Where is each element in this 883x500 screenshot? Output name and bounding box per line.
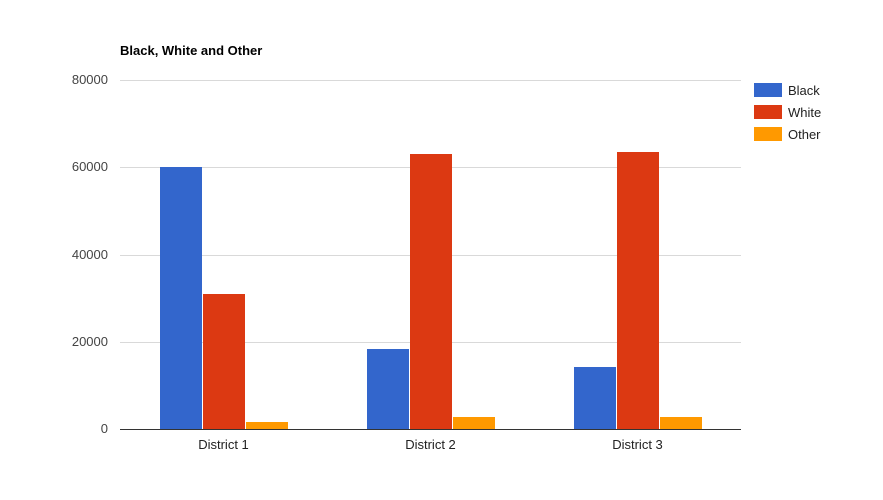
bar-black-3[interactable]	[573, 367, 616, 429]
bar-white-3[interactable]	[616, 151, 659, 429]
bar-black-2[interactable]	[366, 349, 409, 429]
legend-item-white[interactable]: White	[754, 101, 821, 123]
bar-white-1[interactable]	[202, 293, 245, 429]
y-tick-label: 60000	[71, 159, 108, 175]
y-tick-label: 40000	[71, 246, 108, 262]
legend-item-other[interactable]: Other	[754, 123, 821, 145]
legend-swatch-icon	[754, 105, 782, 119]
plot-area	[120, 80, 741, 430]
gridline	[120, 80, 741, 81]
bar-black-1[interactable]	[159, 167, 202, 429]
x-tick-label: District 2	[405, 437, 456, 452]
legend-swatch-icon	[754, 127, 782, 141]
x-axis-line	[120, 429, 741, 430]
legend-label: Black	[788, 82, 820, 98]
x-tick-label: District 1	[198, 437, 249, 452]
bar-other-3[interactable]	[659, 417, 702, 429]
legend: Black White Other	[754, 79, 821, 145]
legend-item-black[interactable]: Black	[754, 79, 821, 101]
legend-label: Other	[788, 126, 821, 142]
bar-other-1[interactable]	[245, 422, 288, 429]
y-tick-label: 20000	[71, 333, 108, 349]
legend-label: White	[788, 104, 822, 120]
bar-other-2[interactable]	[452, 417, 495, 429]
chart-title: Black, White and Other	[120, 43, 263, 58]
bar-white-2[interactable]	[409, 154, 452, 429]
y-tick-label: 0	[100, 421, 108, 436]
y-tick-label: 80000	[71, 72, 108, 87]
x-tick-label: District 3	[612, 437, 663, 452]
legend-swatch-icon	[754, 83, 782, 97]
